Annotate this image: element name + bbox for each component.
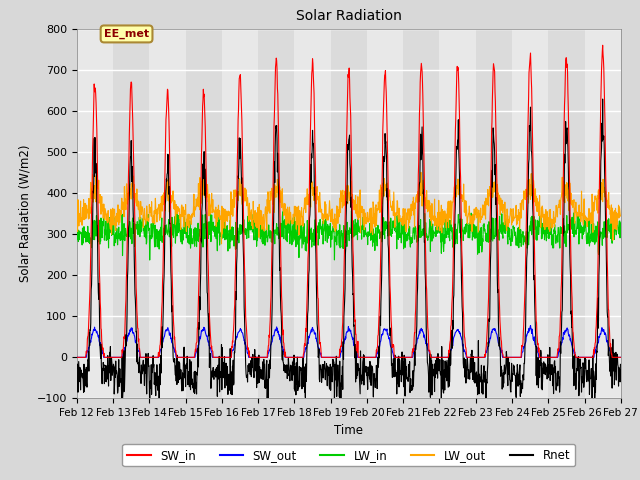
Title: Solar Radiation: Solar Radiation bbox=[296, 10, 402, 24]
Bar bbox=[548, 29, 584, 398]
Text: EE_met: EE_met bbox=[104, 29, 149, 39]
Bar bbox=[403, 29, 440, 398]
Bar bbox=[186, 29, 222, 398]
Bar bbox=[113, 29, 149, 398]
X-axis label: Time: Time bbox=[334, 424, 364, 437]
Bar bbox=[331, 29, 367, 398]
Legend: SW_in, SW_out, LW_in, LW_out, Rnet: SW_in, SW_out, LW_in, LW_out, Rnet bbox=[122, 444, 575, 467]
Bar bbox=[258, 29, 294, 398]
Bar bbox=[476, 29, 512, 398]
Y-axis label: Solar Radiation (W/m2): Solar Radiation (W/m2) bbox=[18, 145, 31, 282]
